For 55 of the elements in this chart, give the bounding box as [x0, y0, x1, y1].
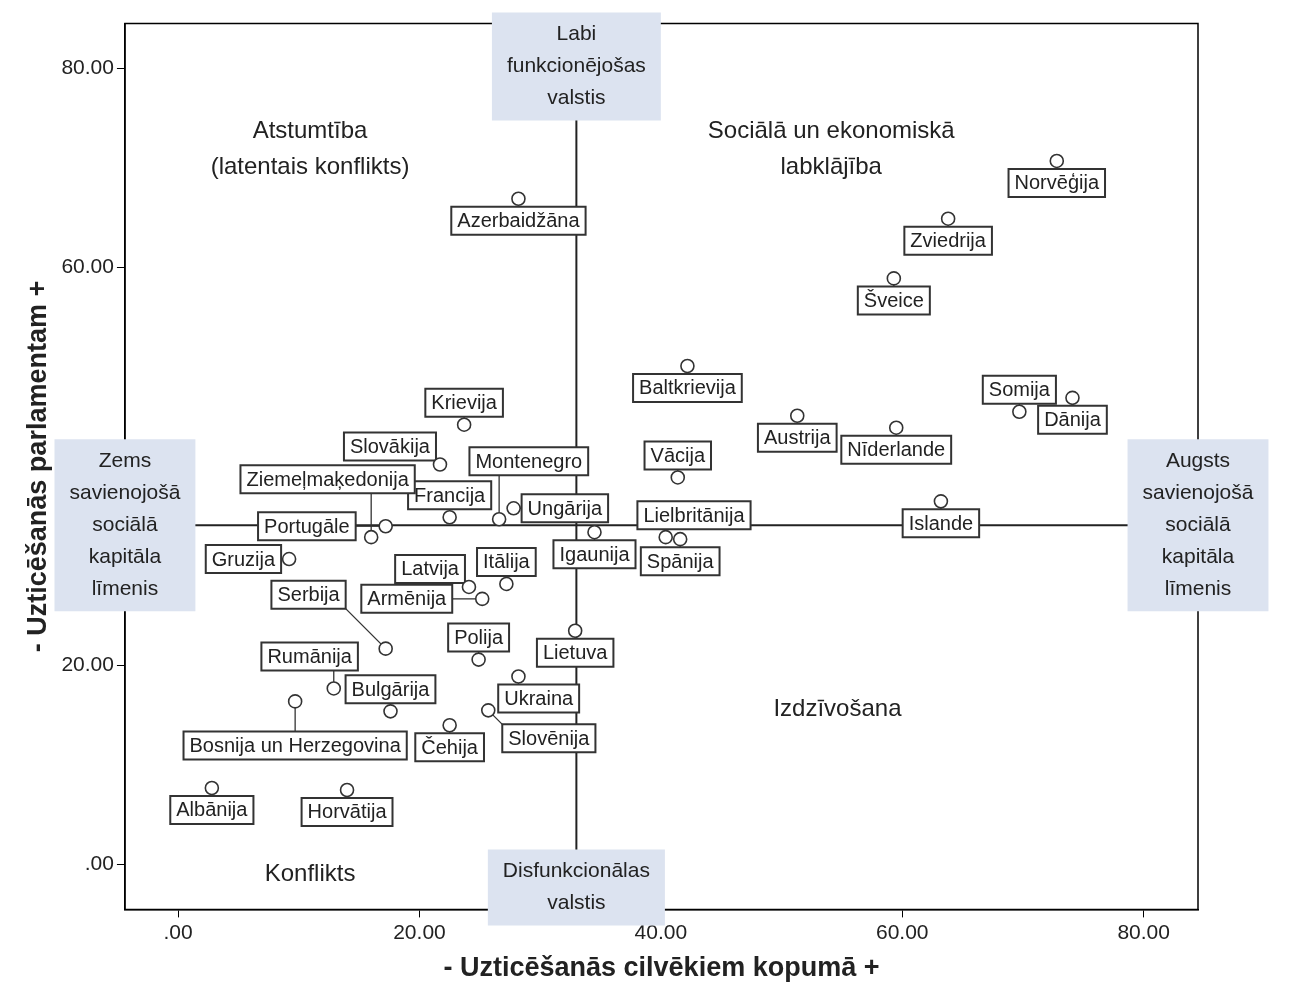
annotation: Austrija	[763, 426, 832, 449]
annotation: Vācija	[650, 443, 706, 466]
annotation: Azerbaidžāna	[457, 209, 581, 232]
annotation: Polija	[454, 626, 504, 649]
annotation: Nīderlande	[847, 438, 946, 461]
annotation: Ziemeļmaķedonija	[246, 467, 410, 490]
annotation: Izdzīvošana	[773, 694, 903, 722]
annotation: Ukraina	[504, 687, 574, 710]
annotation: Somija	[988, 378, 1051, 401]
annotation: Konflikts	[264, 859, 356, 887]
annotation: Ungārija	[527, 496, 603, 519]
y-tick-label: 80.00	[61, 55, 114, 79]
annotation: Lietuva	[542, 641, 609, 664]
annotation: Labi funkcionējošas valstis	[506, 21, 646, 109]
annotation: Spānija	[646, 549, 715, 572]
annotation: Augsts savienojošā sociālā kapitāla līmenis	[1142, 448, 1254, 600]
x-tick-label: 80.00	[1117, 919, 1170, 943]
annotation: Norvēģija	[1014, 171, 1100, 194]
y-tick-label: 60.00	[61, 254, 114, 278]
annotation: Atstumtība (latentais konflikts)	[210, 115, 410, 179]
annotation: Latvija	[401, 557, 460, 580]
y-axis-title: - Uzticēšanās parlamentam +	[21, 280, 52, 653]
x-tick-label: 40.00	[634, 919, 688, 943]
y-tick-label: 20.00	[61, 652, 114, 676]
annotation: Dānija	[1044, 408, 1102, 431]
annotation: Francija	[414, 483, 487, 506]
annotation: Horvātija	[307, 800, 388, 823]
annotation: Zviedrija	[910, 229, 987, 252]
annotation: Albānija	[176, 798, 249, 821]
annotation: Montenegro	[475, 449, 583, 472]
annotation: Bulgārija	[351, 677, 431, 700]
annotation: Islande	[908, 511, 974, 534]
annotation: Bosnija un Herzegovina	[189, 733, 402, 756]
annotation: Igaunija	[559, 542, 631, 565]
annotation: Disfunkcionālas valstis	[502, 858, 650, 914]
x-tick-label: 60.00	[876, 919, 929, 943]
annotation: Zems savienojošā sociālā kapitāla līmenis	[69, 448, 181, 600]
x-axis-title: - Uzticēšanās cilvēkiem kopumā +	[443, 952, 880, 983]
annotation: Čehija	[421, 735, 479, 758]
annotation: Portugāle	[264, 514, 350, 537]
annotation: Slovēnija	[508, 726, 591, 749]
annotation: Krievija	[431, 391, 498, 414]
x-tick-label: 20.00	[393, 919, 446, 943]
annotation: Baltkrievija	[639, 376, 737, 399]
annotation: Serbija	[277, 583, 341, 606]
annotation: Lielbritānija	[643, 503, 746, 526]
annotation: Šveice	[863, 288, 924, 311]
annotation: Armēnija	[367, 587, 448, 610]
annotation: Slovākija	[349, 435, 431, 458]
annotation: Itālija	[483, 550, 531, 573]
annotation: Rumānija	[267, 644, 353, 667]
x-tick-label: .00	[163, 919, 193, 943]
annotation: Sociālā un ekonomiskā labklājība	[707, 115, 956, 179]
annotation: Gruzija	[211, 547, 276, 570]
y-tick-label: .00	[84, 851, 114, 875]
